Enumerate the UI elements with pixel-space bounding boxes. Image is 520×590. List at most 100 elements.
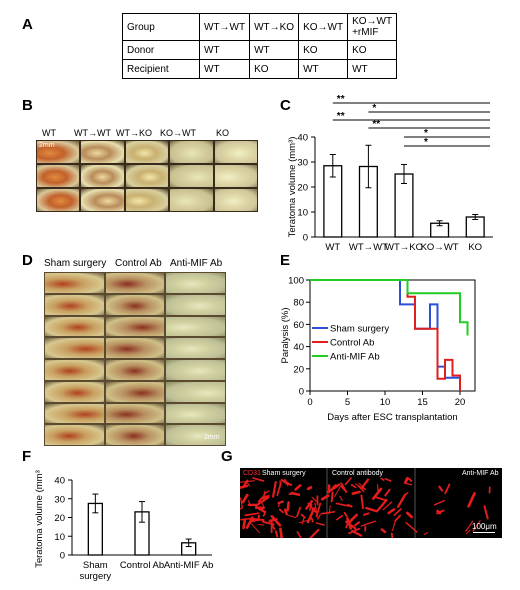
photo-tile [214, 141, 257, 163]
vessel-mark [262, 511, 266, 517]
significance-label: ** [337, 95, 345, 105]
vessel-mark [287, 514, 297, 519]
photo-tile [105, 273, 165, 293]
y-tick-label: 20 [297, 183, 308, 194]
x-tick-label: 5 [345, 397, 350, 408]
vessel-mark [283, 508, 288, 516]
photo-tile [125, 165, 169, 187]
vessel-mark [326, 483, 341, 494]
significance-label: ** [372, 119, 380, 130]
photo-tile [125, 189, 169, 211]
table-cell: WT [198, 40, 251, 60]
vessel-mark [258, 523, 265, 526]
table-cell: Group [122, 13, 200, 41]
col-label: KO→WT [160, 128, 196, 138]
vessel-mark [393, 508, 402, 517]
vessel-mark [277, 500, 284, 505]
photo-tile [166, 273, 225, 293]
photo-tile [105, 360, 165, 380]
scale-bar-label: 100μm [472, 522, 497, 531]
vessel-mark [354, 521, 361, 527]
photo-tile [105, 316, 165, 337]
y-tick-label: 40 [297, 133, 308, 144]
vessel-mark [343, 511, 348, 518]
photo-tile [45, 338, 104, 358]
vessel-mark [315, 522, 326, 526]
x-tick-label: Control Ab [120, 560, 164, 571]
vessel-mark [423, 531, 429, 536]
table-cell: KO [249, 59, 300, 79]
vessel-mark [467, 492, 476, 508]
y-tick-label: 10 [54, 532, 65, 543]
y-tick-label: 20 [293, 364, 304, 375]
vessel-mark [405, 511, 413, 519]
vessel-mark [380, 477, 385, 481]
micrograph-label: Control antibody [332, 470, 383, 477]
vessel-mark [286, 501, 290, 512]
vessel-mark [350, 484, 357, 489]
photo-tile [105, 338, 165, 358]
scale-bar-label: 2mm [204, 434, 220, 441]
vessel-mark [444, 483, 451, 495]
table-cell: Recipient [122, 59, 200, 79]
photo-tile [37, 141, 80, 163]
scale-bar [473, 532, 495, 533]
series-line [310, 279, 469, 336]
series-line [310, 279, 461, 391]
vessel-mark [405, 521, 418, 533]
photo-tile [170, 189, 213, 211]
photo-tile [214, 189, 257, 211]
vessel-mark [306, 485, 313, 491]
vessel-mark [339, 495, 343, 501]
vessel-mark [433, 499, 446, 506]
vessel-mark [301, 516, 305, 525]
photo-tile [45, 316, 104, 337]
photo-tile [166, 360, 225, 380]
panel-label-f: F [22, 448, 32, 465]
photo-tile [105, 403, 165, 424]
vessel-mark [311, 496, 317, 502]
x-tick-label: KO [468, 242, 482, 253]
photo-tile [170, 141, 213, 163]
vessel-mark [310, 517, 314, 523]
y-tick-label: 100 [288, 276, 304, 287]
x-tick-label: 20 [455, 397, 466, 408]
y-tick-label: 10 [297, 208, 308, 219]
table-cell: WT [198, 59, 251, 79]
vessel-mark [262, 490, 266, 502]
vessel-mark [465, 520, 474, 532]
photo-tile [37, 189, 80, 211]
vessel-mark [290, 491, 301, 497]
vessel-mark [391, 519, 397, 532]
table-cell: KO [347, 40, 398, 60]
panel-label-c: C [280, 97, 291, 114]
col-label: Anti-MIF Ab [170, 258, 223, 269]
panel-label-b: B [22, 97, 33, 114]
vessel-mark [348, 513, 358, 524]
vessel-mark [262, 494, 270, 499]
vessel-mark [249, 517, 265, 521]
vessel-mark [336, 514, 343, 521]
panel-label-g: G [221, 448, 233, 465]
photo-tile [45, 273, 104, 293]
vessel-mark [311, 508, 317, 513]
photo-tile [166, 403, 225, 424]
x-tick-label: surgery [79, 571, 111, 582]
col-label: WT [42, 128, 56, 138]
significance-label: ** [337, 111, 345, 122]
y-tick-label: 20 [54, 513, 65, 524]
vessel-mark [282, 479, 293, 486]
vessel-mark [472, 520, 481, 532]
vessel-mark [340, 482, 348, 493]
vessel-mark [374, 496, 387, 502]
y-tick-label: 0 [60, 551, 65, 562]
vessel-mark [365, 506, 378, 513]
y-tick-label: 0 [303, 233, 308, 244]
vessel-mark [246, 481, 251, 487]
vessel-mark [436, 509, 445, 515]
vessel-mark [278, 508, 284, 514]
vessel-mark [396, 493, 407, 508]
photo-tile [37, 165, 80, 187]
vessel-mark [382, 501, 393, 511]
legend-label: Sham surgery [330, 324, 389, 335]
